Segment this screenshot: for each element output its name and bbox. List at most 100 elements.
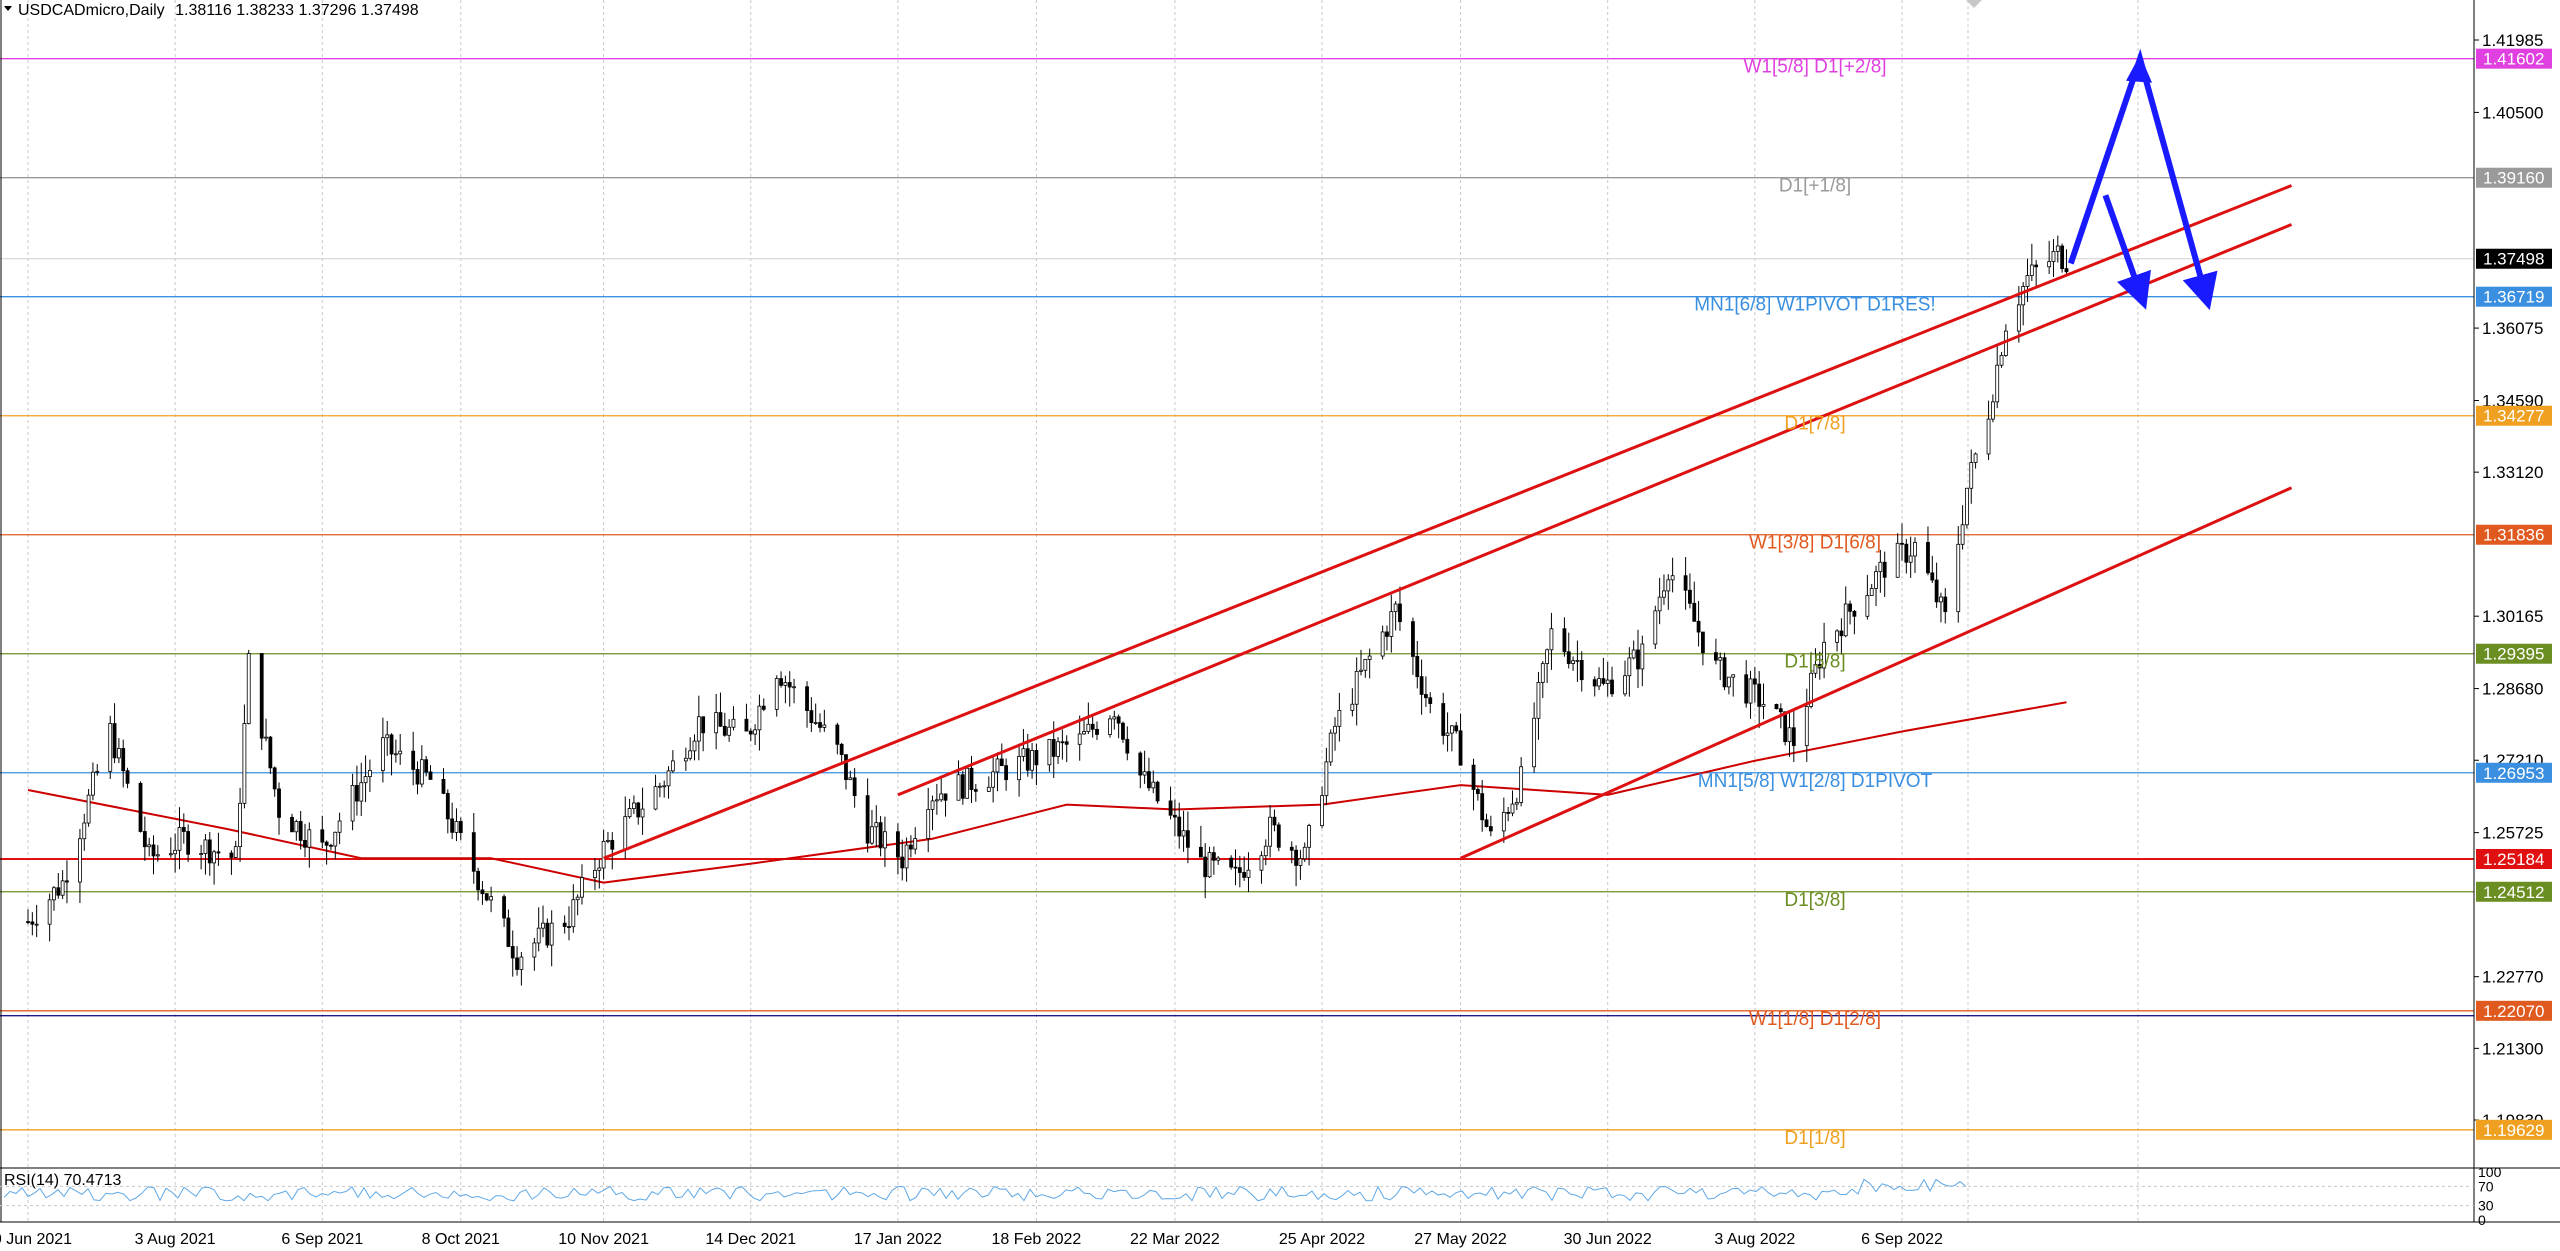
candle-body [65,880,69,883]
candle-body [1532,717,1537,768]
candle-body [1424,694,1428,699]
candle-body [934,799,939,802]
candle-body [2051,250,2056,263]
candle-body [30,921,35,925]
candle-body [1298,858,1303,866]
candle-body [1173,814,1177,818]
candle-body [510,946,515,959]
candle-body [1934,579,1939,603]
candle-body [2055,245,2060,252]
candle-body [1337,709,1342,727]
candle-body [1082,731,1086,735]
candle-body [424,759,429,773]
trendline[interactable] [1459,486,2293,860]
candle-body [1722,657,1727,688]
candle-body [1328,732,1333,763]
x-tick-label: 18 Feb 2022 [991,1231,1081,1248]
candle-body [1324,761,1329,797]
candle-body [1480,793,1485,821]
candle-body [203,839,208,854]
candle-body [991,771,996,788]
candle-body [597,867,602,871]
candle-body [1692,602,1697,622]
candle-body [1973,453,1978,463]
rsi-scale-label: 0 [2478,1212,2486,1228]
candle-body [1077,733,1082,745]
candle-body [380,737,385,771]
trendline[interactable] [603,184,2293,860]
candle-body [1965,487,1969,526]
candle-body [1666,579,1671,592]
candle-body [562,922,567,927]
candle-body [1757,683,1762,707]
candle-body [480,889,485,895]
trendlines[interactable] [603,184,2293,860]
candle-body [956,774,961,801]
candle-body [636,802,641,818]
candle-body [627,808,632,818]
chart-shift-marker-icon[interactable] [1966,0,1982,8]
candle-body [415,769,420,785]
candle-body [173,849,178,855]
candle-body [701,716,706,734]
price-tick-label: 1.34590 [2482,391,2543,410]
candle-body [1960,524,1965,545]
candle-body [1168,800,1173,816]
collapse-triangle-icon[interactable] [4,6,12,11]
candle-body [1389,611,1394,637]
candle-body [1865,595,1870,617]
candle-body [212,851,217,864]
candle-body [727,726,732,736]
candle-body [47,899,52,925]
candle-body [1670,575,1675,581]
candle-body [1549,628,1554,651]
projection-arrows[interactable] [2067,48,2218,311]
candle-body [1995,364,2000,403]
candle-body [623,816,628,850]
candle-body [1657,596,1662,612]
candle-body [541,922,545,929]
candle-body [1211,852,1216,861]
candle-body [1056,741,1060,757]
candle-body [883,831,887,849]
candle-body [1822,641,1826,669]
candle-body [1696,620,1701,633]
rsi-scale-label: 30 [2478,1198,2494,1214]
candle-body [1631,649,1636,659]
candle-body [1454,725,1459,732]
candle-body [610,839,615,850]
candle-body [1744,674,1749,704]
candle-body [1484,819,1489,827]
candle-body [259,653,264,739]
candle-body [1501,811,1506,832]
candle-body [56,887,61,896]
candle-body [865,795,870,844]
candle-body [1636,649,1640,670]
candle-body [1333,725,1337,734]
x-tick-label: 3 Aug 2022 [1714,1231,1795,1248]
candle-body [1116,716,1121,724]
candle-body [670,760,675,772]
price-badge [2476,48,2552,69]
candle-body [320,829,325,843]
projection-arrow[interactable] [2102,194,2151,310]
candle-body [657,785,662,788]
candle-body [229,852,234,858]
candle-body [1787,727,1792,743]
candle-body [216,851,221,854]
level-label: MN1[6/8] W1PIVOT D1RES! [1694,295,1935,316]
candle-body [246,653,251,724]
candle-body [484,893,489,901]
candle-body [1999,355,2004,366]
candle-body [1627,657,1632,677]
candle-body [878,822,883,849]
x-tick-label: 8 Oct 2021 [422,1231,500,1248]
candle-body [450,818,455,833]
candle-body [930,800,935,810]
candle-body [1726,676,1731,688]
price-badge-label: 1.25184 [2483,850,2544,869]
candle-body [960,774,965,799]
trendline[interactable] [897,223,2293,797]
